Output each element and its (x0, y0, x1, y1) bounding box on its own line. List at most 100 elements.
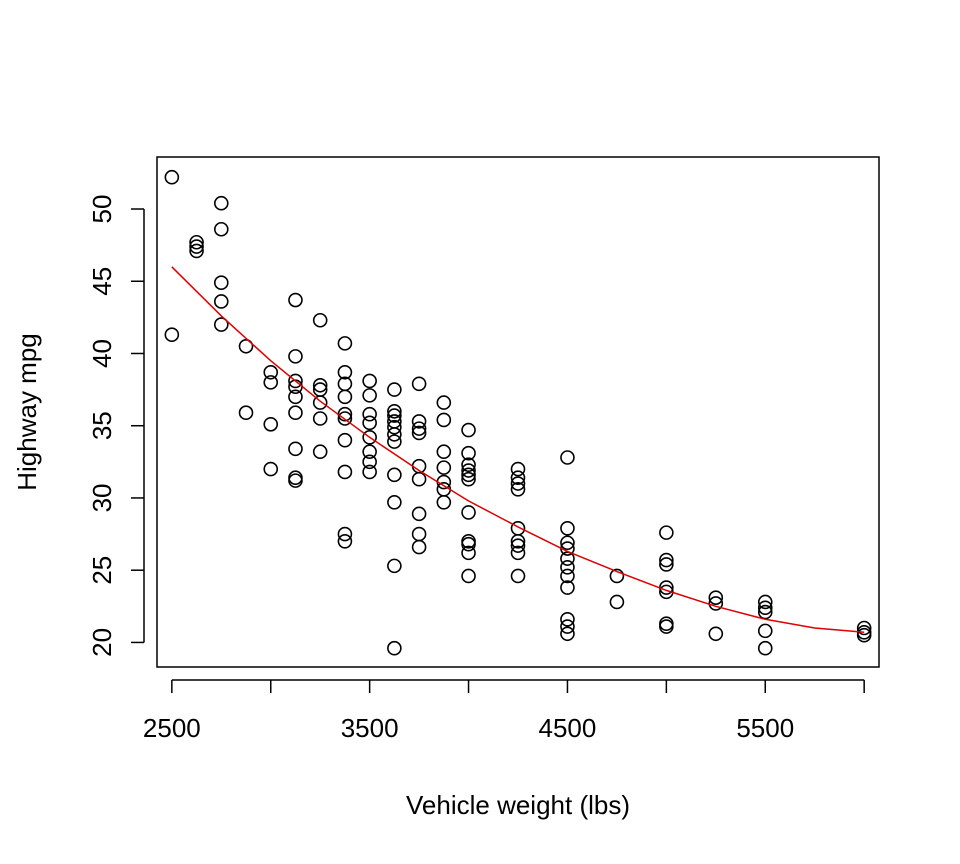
data-point (461, 536, 476, 552)
y-tick-label: 25 (87, 556, 117, 585)
y-tick-label: 40 (87, 339, 117, 368)
data-point (387, 427, 402, 442)
data-point (387, 403, 402, 419)
data-point (560, 535, 575, 551)
data-point (263, 461, 279, 477)
data-points (164, 169, 872, 656)
data-point (164, 327, 180, 343)
data-point (411, 539, 427, 555)
data-point (387, 434, 402, 449)
data-point (510, 538, 526, 553)
data-point (708, 590, 724, 605)
y-tick-label: 30 (87, 484, 117, 513)
data-point (238, 405, 254, 421)
data-point (659, 525, 674, 540)
data-point (411, 526, 427, 542)
data-point (609, 594, 625, 610)
data-point (362, 406, 377, 422)
data-point (560, 450, 575, 465)
y-tick-label: 45 (87, 267, 117, 296)
data-point (362, 373, 377, 389)
data-point (213, 275, 229, 290)
data-point (436, 412, 452, 428)
data-point (288, 470, 303, 486)
data-point (362, 464, 377, 480)
x-tick-label: 3500 (341, 713, 399, 743)
data-point (659, 552, 674, 568)
data-point (337, 432, 353, 448)
data-point (189, 239, 204, 254)
data-point (312, 312, 328, 328)
data-point (387, 494, 402, 510)
data-point (461, 545, 476, 561)
data-point (337, 526, 353, 542)
data-point (510, 568, 526, 584)
data-point (288, 292, 303, 308)
data-point (560, 612, 575, 627)
data-point (337, 336, 353, 351)
data-point (337, 364, 353, 380)
data-point (263, 416, 279, 432)
data-point (856, 627, 872, 643)
data-point (387, 467, 402, 483)
data-point (461, 471, 476, 487)
data-point (510, 476, 526, 491)
data-point (411, 471, 427, 487)
data-point (337, 534, 353, 549)
data-point (387, 382, 402, 397)
data-point (411, 414, 427, 429)
data-point (213, 317, 229, 332)
data-point (288, 405, 303, 421)
data-point (288, 473, 303, 488)
data-point (560, 568, 575, 584)
data-point (560, 560, 575, 575)
data-point (337, 411, 353, 426)
data-point (560, 626, 575, 642)
data-point (189, 234, 204, 250)
data-point (238, 338, 254, 354)
data-point (288, 349, 303, 364)
data-point (757, 594, 773, 610)
data-point (461, 505, 476, 520)
data-point (312, 395, 328, 410)
data-point (213, 221, 229, 237)
data-point (387, 558, 402, 574)
data-point (213, 195, 229, 211)
data-point (461, 467, 476, 483)
data-point (659, 557, 674, 572)
data-point (560, 619, 575, 634)
data-point (288, 441, 303, 457)
data-point (757, 623, 773, 639)
data-point (337, 389, 353, 405)
data-point (411, 425, 427, 441)
data-point (312, 377, 328, 393)
data-point (362, 454, 377, 470)
x-tick-label: 2500 (143, 713, 201, 743)
data-point (362, 388, 377, 403)
y-axis-label: Highway mpg (12, 333, 42, 491)
y-tick-label: 35 (87, 411, 117, 440)
plot-frame (156, 156, 880, 668)
data-point (337, 464, 353, 480)
data-point (609, 568, 625, 584)
data-point (436, 395, 452, 410)
data-point (436, 444, 452, 460)
data-point (510, 481, 526, 497)
data-point (362, 429, 377, 445)
x-axis: 2500 3500 4500 5500 (143, 679, 865, 743)
fit-curve (171, 266, 865, 634)
x-axis-label: Vehicle weight (lbs) (406, 790, 630, 820)
y-tick-label: 20 (87, 628, 117, 657)
data-point (213, 294, 229, 309)
data-point (387, 419, 402, 435)
y-axis: 20 25 30 35 40 45 50 (87, 195, 145, 657)
data-point (263, 375, 279, 390)
data-point (387, 408, 402, 423)
data-point (362, 415, 377, 431)
x-tick-label: 4500 (539, 713, 597, 743)
data-point (510, 461, 526, 477)
data-point (461, 463, 476, 478)
data-point (659, 619, 674, 634)
data-point (436, 460, 452, 475)
